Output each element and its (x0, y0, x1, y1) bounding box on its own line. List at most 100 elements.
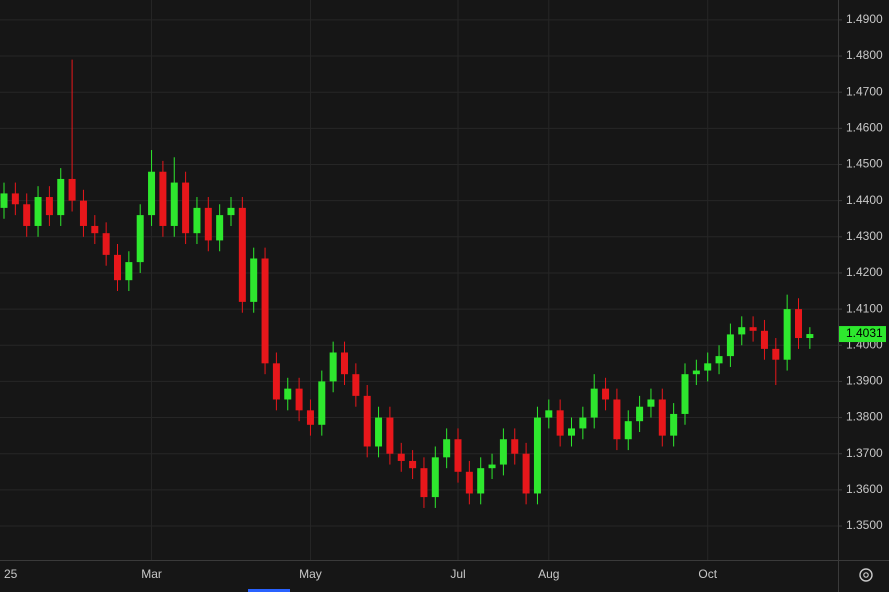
settings-icon[interactable] (859, 568, 873, 582)
last-price-label: 1.4031 (846, 326, 883, 340)
candle-body (670, 413, 678, 436)
candle-body (216, 215, 224, 241)
candle-body (57, 178, 65, 216)
candle-body (45, 197, 53, 216)
y-tick-label: 1.4600 (846, 121, 883, 135)
candle-body (681, 374, 689, 414)
candle-body (760, 330, 768, 349)
candle-body (295, 388, 303, 411)
grid (0, 0, 842, 560)
candle-body (488, 464, 496, 469)
candle-body (318, 381, 326, 425)
candle-body (533, 417, 541, 494)
candle-body (465, 471, 473, 494)
candle-body (658, 399, 666, 436)
candle-body (352, 374, 360, 396)
y-tick-label: 1.3800 (846, 410, 883, 424)
candle-body (420, 468, 428, 498)
candle-body (511, 439, 519, 454)
candle-body (579, 417, 587, 429)
candle-body (522, 453, 530, 494)
candle-body (624, 421, 632, 440)
last-price-box (839, 326, 886, 343)
candle-body (68, 178, 76, 201)
y-tick-label: 1.3500 (846, 518, 883, 532)
candle-body (499, 439, 507, 465)
candle-body (647, 399, 655, 407)
candle-body (148, 171, 156, 216)
candle-body (341, 352, 348, 375)
settings-button[interactable] (859, 568, 873, 582)
candle-body (783, 309, 791, 360)
x-tick-label: Mar (141, 567, 162, 581)
candle-body (409, 460, 417, 469)
y-tick-label: 1.3700 (846, 446, 883, 460)
candle-body (182, 182, 190, 234)
candle-body (102, 233, 110, 255)
candle-body (795, 309, 802, 339)
candle-body (125, 262, 133, 281)
candle-body (636, 406, 644, 422)
x-tick-label: Aug (538, 567, 559, 581)
x-tick-label: 25 (4, 567, 18, 581)
settings-icon-center[interactable] (863, 572, 869, 578)
candle-body (375, 417, 383, 447)
candle-body (91, 225, 99, 234)
candle-body (545, 410, 553, 418)
candle-body (0, 193, 8, 208)
labels: 1.35001.36001.37001.38001.39001.40001.41… (4, 12, 886, 581)
candle-body (114, 254, 121, 281)
y-tick-label: 1.3600 (846, 482, 883, 496)
candle-body (23, 204, 31, 226)
x-tick-label: Oct (698, 567, 717, 581)
candle-body (386, 417, 394, 454)
candle-body (250, 258, 258, 302)
candle-body (363, 395, 371, 447)
candle-body (726, 334, 734, 357)
scroll-indicator (248, 589, 290, 592)
candle-body (238, 207, 246, 302)
y-tick-label: 1.4500 (846, 157, 883, 171)
candle-body (227, 207, 235, 216)
candle-body (159, 171, 167, 226)
candle-body (34, 197, 42, 226)
y-tick-label: 1.4900 (846, 12, 883, 26)
candle-body (749, 327, 757, 331)
candle-body (556, 410, 564, 436)
candle-body (477, 468, 485, 494)
candle-body (397, 453, 405, 461)
candle-body (306, 410, 314, 425)
candle-body (806, 334, 814, 339)
x-tick-label: May (299, 567, 322, 581)
candle-body (454, 439, 462, 472)
candle-body (602, 388, 610, 400)
candle-body (79, 200, 87, 226)
y-tick-label: 1.3900 (846, 374, 883, 388)
candle-body (284, 388, 292, 400)
y-tick-label: 1.4800 (846, 48, 883, 62)
candle-body (11, 193, 19, 205)
candle-body (772, 348, 780, 360)
candle-body (568, 428, 575, 436)
y-tick-label: 1.4300 (846, 229, 883, 243)
candle-body (431, 457, 439, 498)
candle-body (738, 327, 746, 335)
candle-body (443, 439, 451, 458)
candle-body (193, 207, 201, 234)
candle-body (170, 182, 178, 226)
y-tick-label: 1.4700 (846, 84, 883, 98)
candle-body (329, 352, 337, 382)
y-tick-label: 1.4100 (846, 301, 883, 315)
candle-body (692, 370, 700, 375)
y-tick-label: 1.4400 (846, 193, 883, 207)
candle-body (261, 258, 269, 364)
candles (0, 59, 814, 508)
candle-body (590, 388, 598, 418)
y-tick-label: 1.4200 (846, 265, 883, 279)
candle-body (715, 356, 723, 364)
candle-body (613, 399, 621, 440)
candle-body (704, 363, 712, 371)
candle-body (136, 215, 144, 263)
